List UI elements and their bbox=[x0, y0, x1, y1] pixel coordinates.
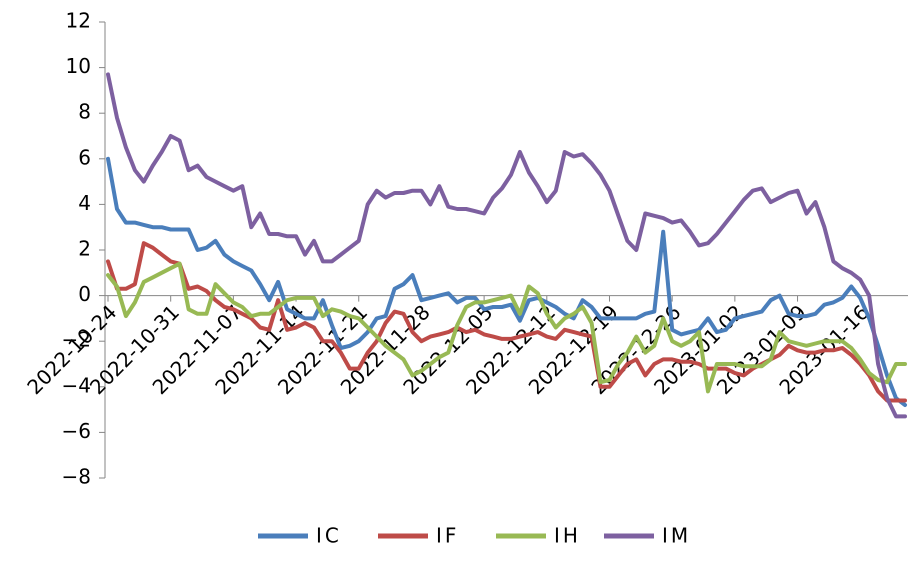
y-tick-label: 2 bbox=[78, 237, 91, 261]
y-tick-label: −2 bbox=[62, 328, 91, 352]
legend: IC IF IH IM bbox=[258, 524, 691, 548]
series-line-im bbox=[106, 72, 907, 419]
y-axis-tick-labels: 12 10 8 6 4 2 0 −2 −4 −6 −8 bbox=[62, 9, 91, 489]
y-tick-label: 4 bbox=[78, 191, 91, 215]
axes bbox=[99, 21, 908, 479]
legend-label-im: IM bbox=[662, 524, 691, 548]
legend-label-ic: IC bbox=[316, 524, 342, 548]
y-tick-label: 8 bbox=[78, 100, 91, 124]
y-tick-label: 6 bbox=[78, 145, 91, 169]
legend-label-if: IF bbox=[436, 524, 459, 548]
y-tick-label: −4 bbox=[62, 373, 91, 397]
y-tick-label: −6 bbox=[62, 419, 91, 443]
series-line-ih bbox=[106, 261, 907, 394]
y-tick-label: −8 bbox=[62, 465, 91, 489]
series-lines bbox=[106, 72, 907, 419]
y-tick-label: 12 bbox=[66, 9, 91, 33]
y-tick-label: 0 bbox=[78, 282, 91, 306]
series-line-ic bbox=[106, 156, 907, 407]
y-tick-label: 10 bbox=[66, 54, 91, 78]
legend-label-ih: IH bbox=[554, 524, 581, 548]
